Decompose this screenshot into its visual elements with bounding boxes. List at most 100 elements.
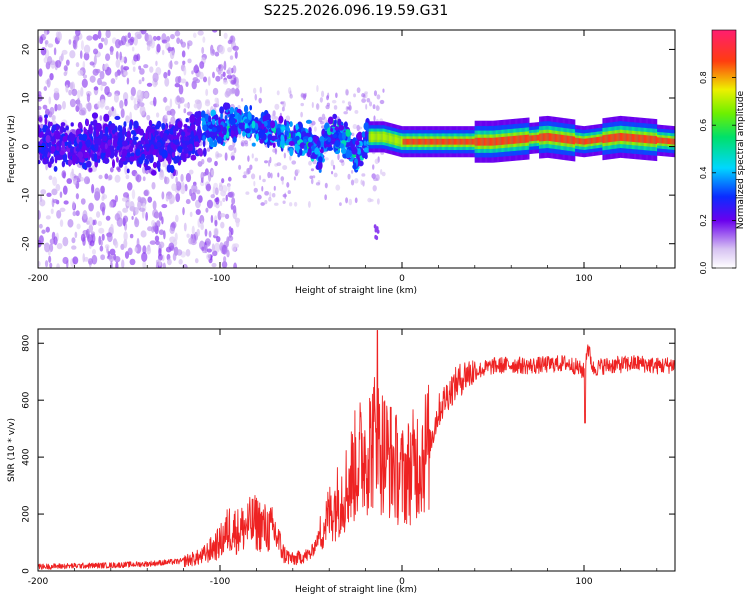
spectrogram-noise-cell [114,71,119,78]
spectrogram-band-cell [594,137,597,144]
spectrogram-noise-cell [77,89,81,99]
spectrogram-cell [59,150,65,156]
spectrogram-band-cell [586,138,588,145]
spectrogram-noise-cell [194,258,199,264]
spectrogram-band-cell [459,138,461,145]
spectrogram-band-cell [392,136,395,143]
spectrogram-band-cell [633,134,635,142]
spectrogram-noise-cell [174,30,181,37]
spectrogram-noise-cell [75,62,80,68]
spectrogram-band-cell [496,137,498,146]
spectrogram-noise-cell [324,194,327,201]
spectrogram-band-cell [606,134,609,143]
spectrogram-cell [79,158,85,163]
spectrogram-noise-cell [258,175,262,181]
spectrogram-y-axis: -20 -10 0 10 20 [22,43,675,251]
spectrogram-cell [361,151,366,159]
spectrogram-noise-cell [211,262,217,268]
spectrogram-noise-cell [172,112,175,118]
spectrogram-band-cell [521,135,523,144]
spectrogram-band-cell [641,134,644,143]
spectrogram-noise-cell [83,256,89,262]
spectrogram-noise-cell [234,50,238,59]
spectrogram-cell [243,118,251,124]
spectrogram-noise-cell [104,244,110,249]
spectrogram-noise-cell [146,114,151,121]
spectrogram-noise-cell [59,191,63,199]
spectrogram-noise-cell [109,200,114,208]
spectrogram-noise-cell [129,36,135,43]
spectrogram-noise-cell [227,46,233,53]
snr-x-tick-label: 100 [575,577,592,587]
spectrogram-cell [229,113,236,118]
spectrogram-cell [108,126,112,136]
spectrogram-noise-cell [212,250,218,257]
spectrogram-noise-cell [46,192,52,197]
spectrogram-noise-cell [127,182,133,191]
spectrogram-noise-cell [71,168,74,176]
spectrogram-cell [270,120,276,129]
spectrogram-band-cell [458,138,460,145]
spectrogram-noise-cell [170,116,176,125]
spectrogram-cell [345,150,353,158]
spectrogram-noise-cell [103,64,108,71]
spectrogram-noise-cell [218,184,224,192]
spectrogram-noise-cell [143,64,149,69]
spectrogram-noise-cell [104,85,110,96]
spectrogram-band-cell [429,138,432,145]
spectrogram-noise-cell [240,97,244,102]
spectrogram-cell [183,123,188,129]
spectrogram-noise-cell [245,191,250,195]
spectrogram-noise-cell [123,71,129,76]
spectrogram-cell [117,140,123,147]
spectrogram-cell [56,154,62,161]
spectrogram-cell [189,114,196,124]
spectrogram-band-cell [492,137,494,146]
spectrogram-noise-cell [62,256,69,265]
spectrogram-cell [146,125,152,132]
spectrogram-noise-cell [172,252,177,261]
spectrogram-band-cell [624,133,626,142]
spectrogram-noise-cell [310,120,316,126]
spectrogram-band-cell [523,134,526,143]
spectrogram-cell [83,126,87,135]
spectrogram-noise-cell [141,76,145,82]
spectrogram-noise-cell [228,226,232,232]
spectrogram-noise-cell [205,183,212,192]
spectrogram-y-tick-label: 20 [22,43,32,55]
spectrogram-noise-cell [286,182,290,188]
spectrogram-noise-cell [140,30,147,35]
spectrogram-noise-cell [49,262,53,268]
spectrogram-cell [47,161,52,168]
spectrogram-noise-cell [174,214,179,223]
spectrogram-noise-cell [174,232,178,242]
spectrogram-noise-cell [40,47,47,56]
spectrogram-noise-cell [93,86,99,91]
spectrogram-noise-cell [382,88,385,93]
spectrogram-band-cell [482,137,484,146]
spectrogram-noise-cell [82,74,88,79]
spectrogram-band-cell [670,138,672,145]
spectrogram-band-cell [441,138,444,145]
spectrogram-noise-cell [376,104,379,110]
spectrogram-noise-cell [44,260,49,268]
spectrogram-cell [234,130,239,136]
spectrogram-band-cell [572,136,575,145]
spectrogram-noise-cell [192,32,197,39]
spectrogram-band-cell [619,132,622,141]
spectrogram-noise-cell [372,104,376,110]
spectrogram-noise-cell [105,30,111,39]
spectrogram-noise-cell [73,177,78,185]
spectrogram-cell [211,127,217,133]
spectrogram-cell [83,151,89,159]
spectrogram-noise-cell [205,207,209,213]
spectrogram-noise-cell [151,181,156,190]
spectrogram-band-cell [449,138,451,145]
spectrogram-noise-cell [130,86,136,97]
spectrogram-cell [167,134,172,140]
spectrogram-band-cell [538,134,540,141]
spectrogram-noise-cell [311,101,314,109]
spectrogram-cell [177,146,184,153]
spectrogram-band-cell [488,137,491,146]
spectrogram-cell [355,140,360,146]
